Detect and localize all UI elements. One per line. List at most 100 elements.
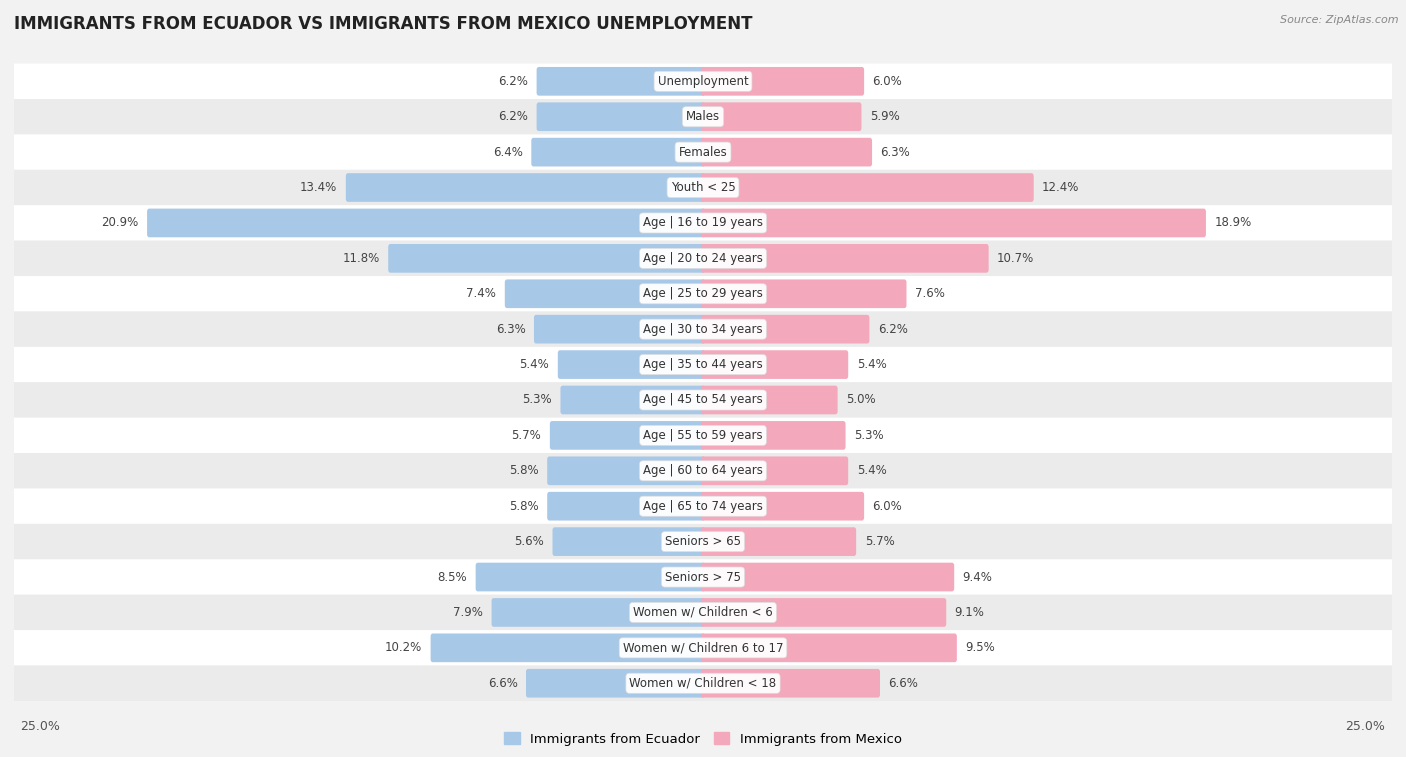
- Text: 7.6%: 7.6%: [915, 287, 945, 301]
- FancyBboxPatch shape: [0, 418, 1406, 453]
- Text: 6.2%: 6.2%: [498, 75, 529, 88]
- FancyBboxPatch shape: [700, 209, 1206, 237]
- Text: 5.4%: 5.4%: [856, 464, 886, 478]
- Text: Age | 45 to 54 years: Age | 45 to 54 years: [643, 394, 763, 407]
- Text: 18.9%: 18.9%: [1215, 217, 1251, 229]
- FancyBboxPatch shape: [537, 102, 706, 131]
- FancyBboxPatch shape: [0, 135, 1406, 170]
- FancyBboxPatch shape: [0, 488, 1406, 524]
- FancyBboxPatch shape: [0, 382, 1406, 418]
- FancyBboxPatch shape: [700, 315, 869, 344]
- FancyBboxPatch shape: [700, 244, 988, 273]
- FancyBboxPatch shape: [700, 456, 848, 485]
- FancyBboxPatch shape: [537, 67, 706, 95]
- Text: 8.5%: 8.5%: [437, 571, 467, 584]
- Text: 5.0%: 5.0%: [846, 394, 876, 407]
- Text: 11.8%: 11.8%: [343, 252, 380, 265]
- Text: 5.3%: 5.3%: [853, 429, 883, 442]
- FancyBboxPatch shape: [700, 528, 856, 556]
- FancyBboxPatch shape: [700, 669, 880, 698]
- FancyBboxPatch shape: [0, 241, 1406, 276]
- FancyBboxPatch shape: [547, 492, 706, 521]
- FancyBboxPatch shape: [700, 102, 862, 131]
- FancyBboxPatch shape: [700, 350, 848, 379]
- Text: 7.9%: 7.9%: [453, 606, 484, 619]
- Text: 6.3%: 6.3%: [880, 145, 910, 159]
- FancyBboxPatch shape: [700, 67, 865, 95]
- FancyBboxPatch shape: [0, 170, 1406, 205]
- Text: Age | 55 to 59 years: Age | 55 to 59 years: [643, 429, 763, 442]
- Text: 6.3%: 6.3%: [496, 322, 526, 335]
- Text: 10.2%: 10.2%: [385, 641, 422, 654]
- FancyBboxPatch shape: [700, 598, 946, 627]
- FancyBboxPatch shape: [0, 595, 1406, 630]
- FancyBboxPatch shape: [0, 99, 1406, 135]
- Text: Age | 25 to 29 years: Age | 25 to 29 years: [643, 287, 763, 301]
- FancyBboxPatch shape: [0, 559, 1406, 595]
- Text: 6.2%: 6.2%: [498, 111, 529, 123]
- FancyBboxPatch shape: [700, 562, 955, 591]
- Legend: Immigrants from Ecuador, Immigrants from Mexico: Immigrants from Ecuador, Immigrants from…: [499, 727, 907, 751]
- FancyBboxPatch shape: [531, 138, 706, 167]
- Text: 20.9%: 20.9%: [101, 217, 139, 229]
- Text: 6.6%: 6.6%: [889, 677, 918, 690]
- FancyBboxPatch shape: [553, 528, 706, 556]
- Text: Women w/ Children 6 to 17: Women w/ Children 6 to 17: [623, 641, 783, 654]
- FancyBboxPatch shape: [0, 64, 1406, 99]
- Text: Females: Females: [679, 145, 727, 159]
- Text: Unemployment: Unemployment: [658, 75, 748, 88]
- FancyBboxPatch shape: [492, 598, 706, 627]
- Text: Source: ZipAtlas.com: Source: ZipAtlas.com: [1281, 15, 1399, 25]
- Text: 9.1%: 9.1%: [955, 606, 984, 619]
- Text: Youth < 25: Youth < 25: [671, 181, 735, 194]
- Text: 5.4%: 5.4%: [856, 358, 886, 371]
- Text: 10.7%: 10.7%: [997, 252, 1035, 265]
- FancyBboxPatch shape: [346, 173, 706, 202]
- Text: 9.5%: 9.5%: [966, 641, 995, 654]
- Text: 5.6%: 5.6%: [515, 535, 544, 548]
- FancyBboxPatch shape: [0, 311, 1406, 347]
- Text: 6.2%: 6.2%: [877, 322, 908, 335]
- FancyBboxPatch shape: [0, 276, 1406, 311]
- Text: 5.9%: 5.9%: [870, 111, 900, 123]
- Text: Age | 60 to 64 years: Age | 60 to 64 years: [643, 464, 763, 478]
- FancyBboxPatch shape: [547, 456, 706, 485]
- FancyBboxPatch shape: [561, 385, 706, 414]
- FancyBboxPatch shape: [388, 244, 706, 273]
- FancyBboxPatch shape: [0, 524, 1406, 559]
- Text: 9.4%: 9.4%: [963, 571, 993, 584]
- Text: 13.4%: 13.4%: [299, 181, 337, 194]
- Text: Age | 20 to 24 years: Age | 20 to 24 years: [643, 252, 763, 265]
- FancyBboxPatch shape: [700, 138, 872, 167]
- FancyBboxPatch shape: [534, 315, 706, 344]
- Text: Age | 35 to 44 years: Age | 35 to 44 years: [643, 358, 763, 371]
- FancyBboxPatch shape: [700, 385, 838, 414]
- Text: Seniors > 65: Seniors > 65: [665, 535, 741, 548]
- FancyBboxPatch shape: [700, 173, 1033, 202]
- FancyBboxPatch shape: [505, 279, 706, 308]
- Text: 7.4%: 7.4%: [467, 287, 496, 301]
- FancyBboxPatch shape: [0, 665, 1406, 701]
- Text: Age | 30 to 34 years: Age | 30 to 34 years: [643, 322, 763, 335]
- FancyBboxPatch shape: [700, 279, 907, 308]
- Text: 5.4%: 5.4%: [520, 358, 550, 371]
- FancyBboxPatch shape: [430, 634, 706, 662]
- FancyBboxPatch shape: [700, 421, 845, 450]
- Text: 6.4%: 6.4%: [494, 145, 523, 159]
- Text: Males: Males: [686, 111, 720, 123]
- Text: 5.8%: 5.8%: [509, 500, 538, 512]
- Text: 6.6%: 6.6%: [488, 677, 517, 690]
- Text: Women w/ Children < 6: Women w/ Children < 6: [633, 606, 773, 619]
- FancyBboxPatch shape: [148, 209, 706, 237]
- Text: 6.0%: 6.0%: [873, 500, 903, 512]
- Text: 5.7%: 5.7%: [512, 429, 541, 442]
- FancyBboxPatch shape: [0, 453, 1406, 488]
- FancyBboxPatch shape: [700, 492, 865, 521]
- Text: Women w/ Children < 18: Women w/ Children < 18: [630, 677, 776, 690]
- FancyBboxPatch shape: [558, 350, 706, 379]
- Text: 6.0%: 6.0%: [873, 75, 903, 88]
- Text: Age | 16 to 19 years: Age | 16 to 19 years: [643, 217, 763, 229]
- FancyBboxPatch shape: [475, 562, 706, 591]
- FancyBboxPatch shape: [0, 630, 1406, 665]
- Text: IMMIGRANTS FROM ECUADOR VS IMMIGRANTS FROM MEXICO UNEMPLOYMENT: IMMIGRANTS FROM ECUADOR VS IMMIGRANTS FR…: [14, 15, 752, 33]
